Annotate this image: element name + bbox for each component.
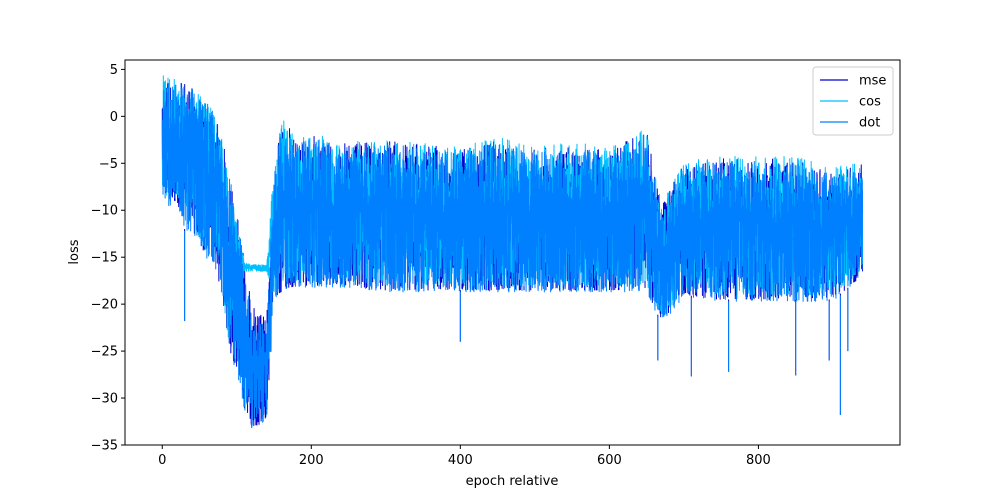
- x-axis-label: epoch relative: [466, 474, 559, 489]
- plot-area: [161, 75, 864, 429]
- x-tick-label: 600: [597, 453, 622, 468]
- x-tick-label: 200: [299, 453, 324, 468]
- series-line-dot: [161, 82, 864, 428]
- y-tick-label: −10: [91, 204, 118, 219]
- y-tick-label: −35: [91, 439, 118, 454]
- legend-label-dot: dot: [859, 116, 880, 131]
- x-axis: 0 200 400 600 800: [158, 445, 771, 468]
- legend-box: [812, 66, 894, 136]
- y-tick-label: −5: [99, 157, 118, 172]
- x-tick-label: 400: [448, 453, 473, 468]
- y-tick-label: 0: [110, 110, 118, 125]
- y-tick-label: −15: [91, 251, 118, 266]
- y-tick-label: −25: [91, 345, 118, 360]
- y-axis: 5 0 −5 −10 −15 −20 −25 −30 −35: [91, 63, 125, 454]
- legend-label-mse: mse: [859, 74, 886, 89]
- plot-frame: [124, 59, 901, 446]
- x-tick-label: 800: [746, 453, 771, 468]
- legend-label-cos: cos: [859, 95, 881, 110]
- legend: mse cos dot: [812, 66, 894, 136]
- y-tick-label: 5: [110, 63, 118, 78]
- y-tick-label: −30: [91, 392, 118, 407]
- y-axis-label: loss: [67, 239, 82, 264]
- y-tick-label: −20: [91, 298, 118, 313]
- x-tick-label: 0: [158, 453, 166, 468]
